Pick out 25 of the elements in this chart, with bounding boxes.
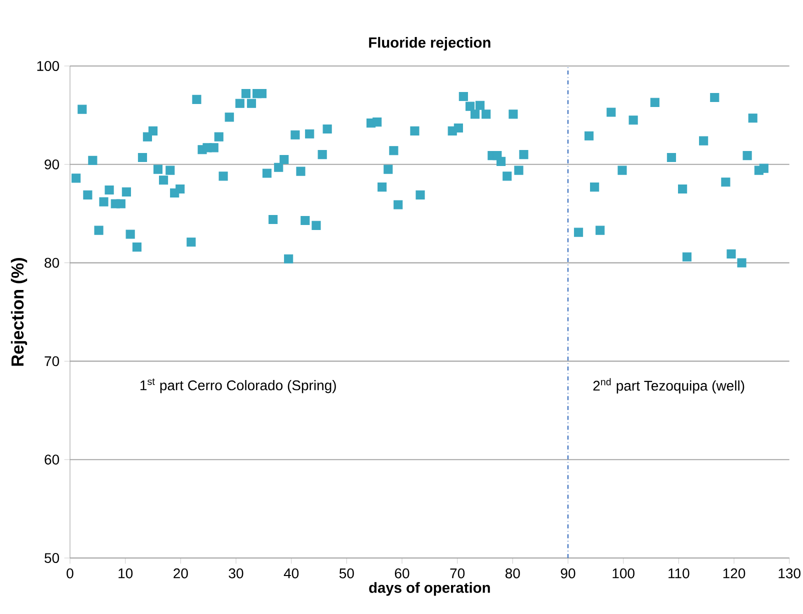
x-tick-label: 70	[450, 568, 465, 578]
chart-title: Fluoride rejection	[369, 36, 490, 51]
y-tick-label: 70	[44, 356, 60, 366]
x-tick-label: 120	[723, 568, 746, 578]
x-tick-label: 20	[174, 568, 188, 578]
x-tick-label: 100	[612, 568, 634, 578]
x-tick-label: 0	[66, 568, 74, 578]
x-tick-label: 30	[228, 568, 244, 578]
x-tick-label: 10	[118, 568, 133, 578]
x-axis-title: days of operation	[369, 582, 490, 596]
y-tick-label: 90	[44, 159, 60, 170]
annotation: 1$^{st}$ part Cerro Colorado (Spring)	[140, 378, 336, 394]
y-tick-label: 80	[44, 258, 60, 268]
x-tick-label: 110	[668, 568, 690, 578]
y-tick-label: 60	[44, 454, 60, 465]
y-tick-label: 50	[44, 553, 60, 563]
annotation: 2$^{nd}$ part Tezoquipa (well)	[593, 378, 744, 394]
x-tick-label: 80	[505, 568, 520, 578]
x-tick-label: 60	[394, 568, 410, 578]
x-tick-label: 130	[778, 568, 800, 578]
x-tick-label: 40	[284, 568, 299, 578]
y-tick-label: 100	[37, 61, 60, 71]
x-tick-label: 90	[560, 568, 576, 578]
y-axis-title: Rejection (%)	[10, 258, 28, 366]
x-tick-label: 50	[339, 568, 354, 578]
